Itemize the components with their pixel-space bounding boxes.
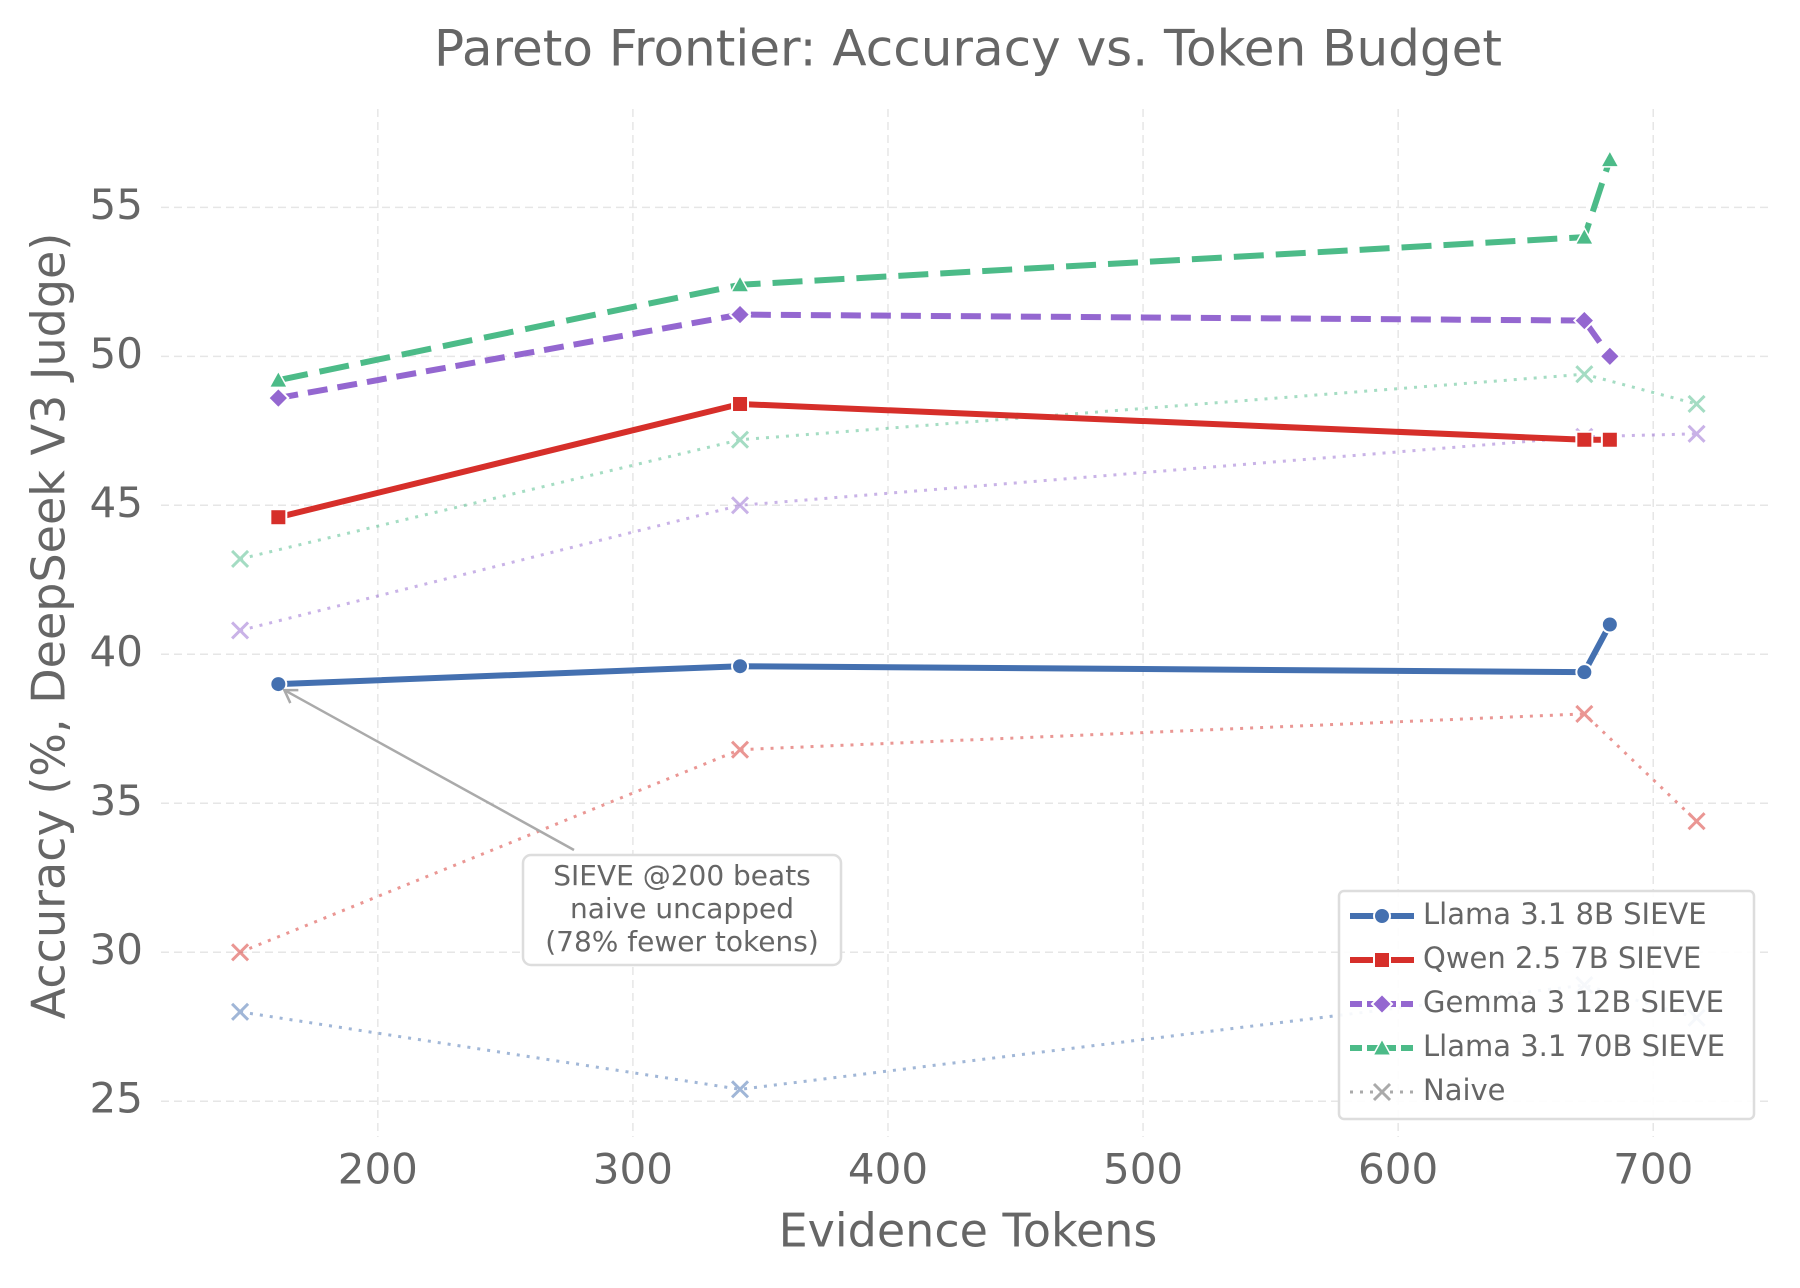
x-tick-label: 200 [338,1145,418,1194]
marker [231,621,250,640]
y-tick-label: 50 [90,329,143,378]
marker [731,394,750,413]
y-tick-label: 25 [90,1074,143,1123]
marker [269,508,288,527]
series [269,615,1619,694]
line [239,712,1698,954]
series [231,704,1706,962]
line [277,400,1610,521]
marker [1599,149,1621,168]
marker [730,496,750,515]
y-tick-label: 30 [90,925,143,974]
marker [269,675,288,694]
x-tick-label: 300 [593,1145,673,1194]
y-tick-label: 55 [90,180,143,229]
line [239,983,1698,1091]
x-tick-label: 500 [1103,1145,1183,1194]
marker [1572,309,1596,332]
series [231,365,1706,568]
marker [730,430,750,449]
marker [1371,1037,1393,1056]
line [239,372,1697,561]
x-tick-label: 400 [848,1145,928,1194]
series [268,149,1621,389]
marker [1575,430,1594,449]
annotation-arrowhead [282,688,299,704]
line [278,623,1613,688]
y-tick-label: 35 [90,776,143,825]
legend-label: Llama 3.1 70B SIEVE [1423,1029,1725,1063]
legend-label: Llama 3.1 8B SIEVE [1423,897,1707,931]
marker [730,740,750,759]
marker [231,943,250,962]
marker [1687,394,1706,414]
marker [266,386,290,410]
marker [730,1080,750,1099]
marker [731,657,750,676]
marker [1373,907,1391,925]
annotation-text: naive uncapped [570,892,794,925]
marker [1372,1082,1392,1102]
y-tick-label: 45 [90,478,143,527]
series [269,394,1619,527]
line [277,311,1613,401]
line [277,158,1613,384]
legend-label: Naive [1423,1073,1506,1107]
series [266,303,1622,410]
marker [1575,365,1594,384]
legend-box [1337,889,1756,1121]
y-axis-label: Accuracy (%, DeepSeek V3 Judge) [22,233,76,1020]
annotation-box [521,853,843,967]
series [231,424,1706,640]
chart-title: Pareto Frontier: Accuracy vs. Token Budg… [434,20,1502,78]
marker [1574,226,1595,246]
annotation-text: SIEVE @200 beats [553,859,811,892]
marker [1600,430,1619,449]
marker [1600,615,1619,634]
marker [729,274,751,293]
annotation-arrow [283,688,575,852]
x-tick-label: 700 [1613,1145,1693,1194]
x-tick-label: 600 [1358,1145,1438,1194]
marker [1687,424,1706,443]
annotation-text: (78% fewer tokens) [545,925,819,958]
marker [1575,663,1594,682]
marker [1575,704,1594,723]
marker [1687,812,1706,831]
marker [231,549,250,568]
marker [1373,951,1391,969]
marker [728,303,752,327]
legend-label: Gemma 3 12B SIEVE [1423,985,1724,1019]
legend-label: Qwen 2.5 7B SIEVE [1423,941,1701,975]
x-axis-label: Evidence Tokens [779,1204,1158,1258]
y-tick-label: 40 [90,627,143,676]
marker [231,1002,250,1021]
line [239,432,1697,632]
marker [268,369,289,389]
marker [1598,344,1622,368]
marker [1370,992,1394,1016]
